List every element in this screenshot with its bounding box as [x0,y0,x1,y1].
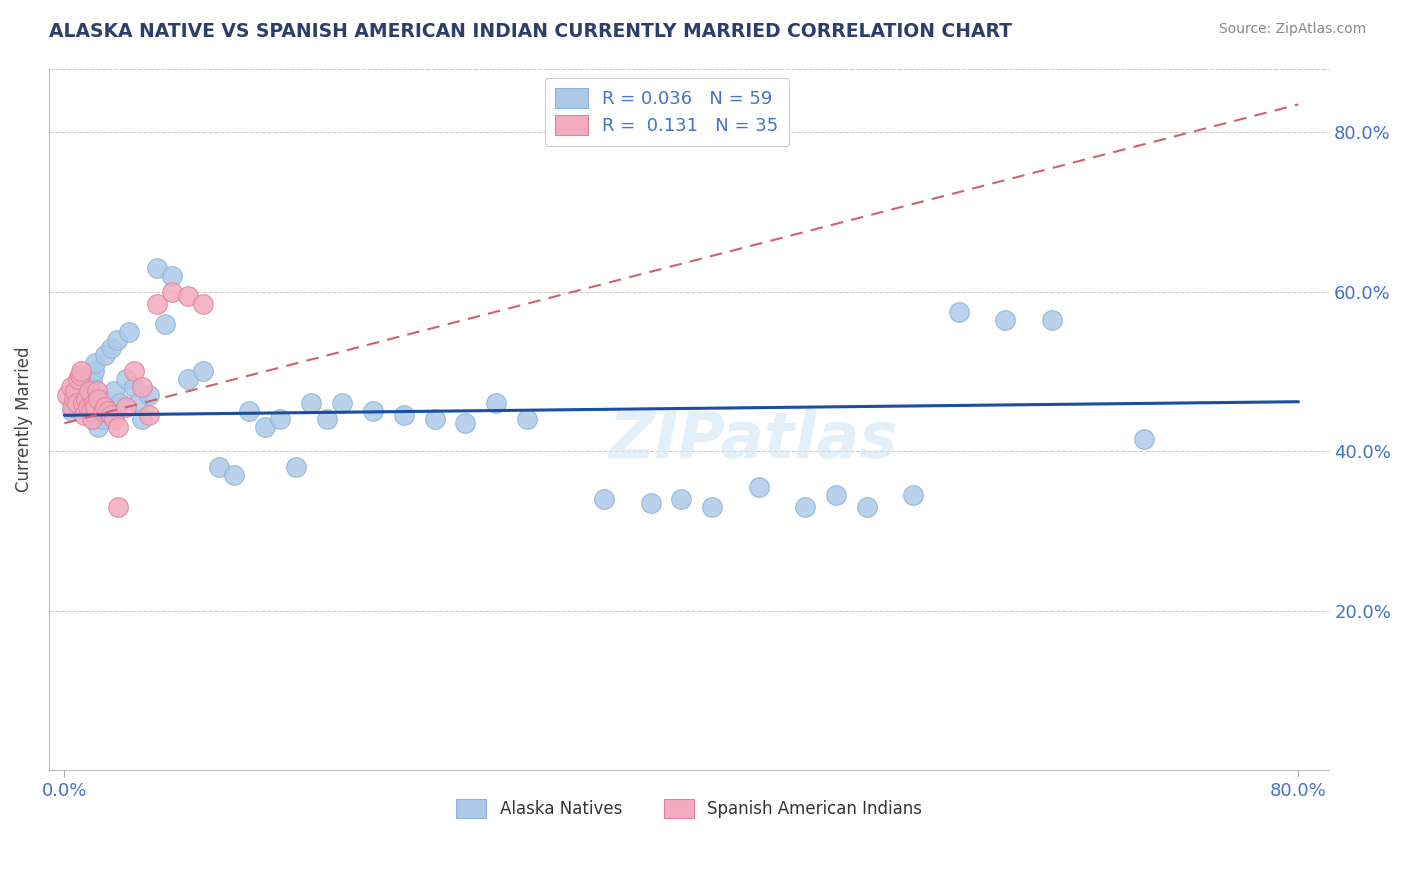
Point [91,404,114,418]
Point [193,364,215,378]
Point [131,412,153,426]
Point [83,364,105,378]
Point [269,412,291,426]
Point [70,364,93,378]
Point [93,401,115,415]
Point [299,396,322,410]
Point [107,500,129,514]
Point [79,404,101,418]
Point [392,409,415,423]
Point [485,396,508,410]
Point [131,380,153,394]
Point [91,412,114,426]
Point [640,496,662,510]
Point [1040,312,1063,326]
Point [73,409,96,423]
Point [948,304,970,318]
Point [69,384,91,399]
Point [146,260,169,275]
Point [60,401,83,415]
Point [82,412,104,426]
Text: Source: ZipAtlas.com: Source: ZipAtlas.com [1219,22,1367,37]
Point [153,317,176,331]
Point [361,404,384,418]
Point [100,341,122,355]
Point [90,392,112,407]
Point [73,392,96,407]
Point [330,396,353,410]
Point [100,409,122,423]
Point [855,500,877,514]
Point [72,396,94,410]
Point [107,420,129,434]
Point [60,404,83,418]
Point [115,401,138,415]
Point [702,500,724,514]
Text: ALASKA NATIVE VS SPANISH AMERICAN INDIAN CURRENTLY MARRIED CORRELATION CHART: ALASKA NATIVE VS SPANISH AMERICAN INDIAN… [49,22,1012,41]
Point [83,396,105,410]
Point [76,388,98,402]
Point [77,401,100,415]
Point [63,384,86,399]
Point [671,491,693,506]
Point [72,380,94,394]
Point [138,409,160,423]
Point [127,396,149,410]
Point [994,312,1017,326]
Point [77,384,100,399]
Point [76,401,98,415]
Point [82,372,104,386]
Point [87,392,110,407]
Point [122,364,145,378]
Point [84,356,107,370]
Point [97,404,120,418]
Point [516,412,538,426]
Point [162,285,184,299]
Point [1133,432,1156,446]
Point [824,488,846,502]
Point [454,416,477,430]
Point [593,491,616,506]
Point [108,396,131,410]
Point [793,500,815,514]
Point [75,392,97,407]
Point [253,420,276,434]
Point [423,412,446,426]
Point [208,460,231,475]
Point [284,460,307,475]
Point [103,412,125,426]
Point [118,325,141,339]
Point [162,268,184,283]
Point [122,380,145,394]
Point [93,349,115,363]
Text: ZIPatlas: ZIPatlas [609,409,898,471]
Point [177,289,200,303]
Point [79,409,101,423]
Legend: Alaska Natives, Spanish American Indians: Alaska Natives, Spanish American Indians [450,793,928,825]
Point [138,388,160,402]
Point [67,372,90,386]
Point [222,468,245,483]
Point [238,404,260,418]
Point [747,480,769,494]
Point [86,384,108,399]
Point [84,401,107,415]
Point [69,368,91,383]
Point [97,404,120,418]
Point [59,380,82,394]
Point [177,372,200,386]
Point [66,396,89,410]
Point [146,296,169,310]
Point [66,396,89,410]
Point [103,384,125,399]
Point [193,296,215,310]
Y-axis label: Currently Married: Currently Married [15,346,32,492]
Point [62,392,84,407]
Point [56,388,79,402]
Point [87,420,110,434]
Point [901,488,924,502]
Point [105,333,128,347]
Point [115,372,138,386]
Point [315,412,337,426]
